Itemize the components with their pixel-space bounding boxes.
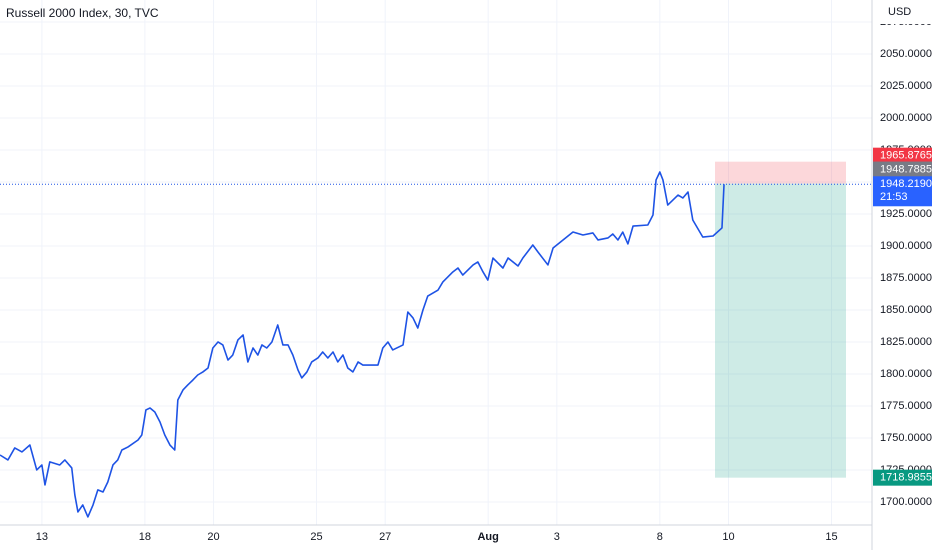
- countdown: 21:53: [880, 191, 908, 203]
- y-tick-label: 2000.0000: [880, 112, 932, 124]
- target-zone: [715, 183, 846, 478]
- x-tick-label: 18: [139, 531, 151, 543]
- current-price-label: 1948.2190: [880, 178, 932, 190]
- y-tick-label: 1825.0000: [880, 336, 932, 348]
- x-tick-label: 3: [554, 531, 560, 543]
- target-label-bg: [873, 469, 932, 486]
- currency-bg: [873, 0, 932, 24]
- x-tick-label: 15: [825, 531, 837, 543]
- y-tick-label: 1925.0000: [880, 208, 932, 220]
- stop-zone: [715, 161, 846, 184]
- y-tick-label: 1775.0000: [880, 400, 932, 412]
- y-tick-label: 1875.0000: [880, 272, 932, 284]
- y-tick-label: 1900.0000: [880, 240, 932, 252]
- current-price-label-bg: [873, 176, 932, 207]
- x-tick-label: 10: [722, 531, 734, 543]
- chart-title: Russell 2000 Index, 30, TVC: [6, 6, 159, 20]
- entry-label-bg: [873, 161, 932, 178]
- plot-area: [0, 161, 872, 518]
- target-label: 1718.9855: [880, 472, 932, 484]
- stop-label-bg: [873, 147, 932, 164]
- entry-label: 1948.7885: [880, 163, 932, 175]
- x-tick-label: 8: [657, 531, 663, 543]
- x-tick-label: 25: [310, 531, 322, 543]
- y-tick-label: 1700.0000: [880, 496, 932, 508]
- y-tick-label: 1850.0000: [880, 304, 932, 316]
- currency: USD: [888, 6, 911, 18]
- price-line: [0, 171, 725, 518]
- y-tick-label: 1800.0000: [880, 368, 932, 380]
- axes: 1700.00001725.00001750.00001775.00001800…: [36, 16, 932, 543]
- grid: [0, 0, 872, 525]
- x-tick-label: 13: [36, 531, 48, 543]
- y-tick-label: 2050.0000: [880, 48, 932, 60]
- stop-label: 1965.8765: [880, 150, 932, 162]
- y-tick-label: 2025.0000: [880, 80, 932, 92]
- x-tick-label: 20: [207, 531, 219, 543]
- x-tick-label: 27: [379, 531, 391, 543]
- x-tick-label: Aug: [477, 531, 498, 543]
- y-tick-label: 1750.0000: [880, 432, 932, 444]
